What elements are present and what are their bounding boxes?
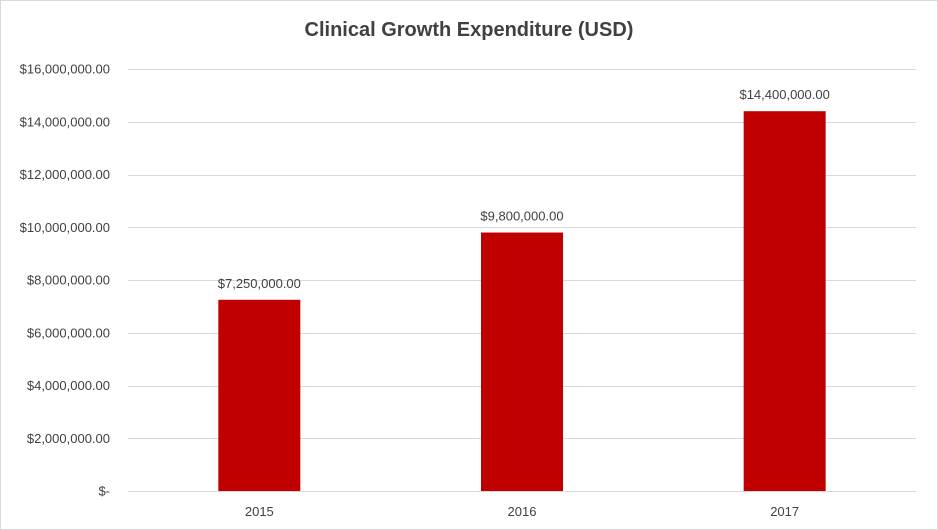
bar-2017 — [743, 111, 826, 491]
y-axis-tick-labels: $- $2,000,000.00 $4,000,000.00 $6,000,000.0… — [20, 62, 110, 499]
bars — [218, 111, 826, 491]
y-tick-label: $6,000,000.00 — [27, 325, 110, 340]
chart-title: Clinical Growth Expenditure (USD) — [304, 19, 634, 41]
bar-2015 — [218, 299, 301, 491]
data-label-2017: $14,400,000.00 — [739, 87, 829, 102]
bar-2016 — [481, 232, 563, 491]
x-axis-tick-labels: 2015 2016 2017 — [245, 504, 799, 519]
y-tick-label: $- — [98, 484, 110, 499]
x-tick-label-2015: 2015 — [245, 504, 274, 519]
y-tick-label: $10,000,000.00 — [20, 220, 110, 235]
data-label-2015: $7,250,000.00 — [218, 276, 301, 291]
y-tick-label: $2,000,000.00 — [27, 431, 110, 446]
x-tick-label-2017: 2017 — [770, 504, 799, 519]
y-tick-label: $12,000,000.00 — [20, 167, 110, 182]
data-labels: $7,250,000.00 $9,800,000.00 $14,400,000.00 — [218, 87, 830, 291]
data-label-2016: $9,800,000.00 — [480, 209, 563, 224]
y-tick-label: $14,000,000.00 — [20, 114, 110, 129]
y-tick-label: $4,000,000.00 — [27, 378, 110, 393]
y-tick-label: $16,000,000.00 — [20, 62, 110, 77]
x-tick-label-2016: 2016 — [508, 504, 537, 519]
y-tick-label: $8,000,000.00 — [27, 273, 110, 288]
